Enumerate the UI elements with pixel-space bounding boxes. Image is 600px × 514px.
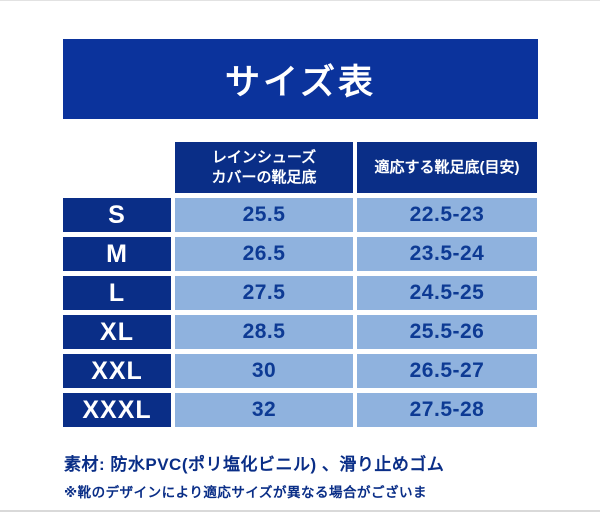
- row-size-label: XXL: [63, 354, 171, 388]
- row-cover-sole-value: 26.5: [175, 237, 353, 271]
- column-header-fit-range-label: 適応する靴足底(目安): [374, 158, 520, 176]
- row-fit-range-value: 23.5-24: [357, 237, 537, 271]
- row-cover-sole-value: 32: [175, 393, 353, 427]
- column-header-cover-sole-line1: レインシューズ: [211, 149, 317, 166]
- title-banner: サイズ表: [63, 39, 538, 119]
- row-cover-sole-value: 25.5: [175, 198, 353, 232]
- row-fit-range-value: 27.5-28: [357, 393, 537, 427]
- row-size-label: S: [63, 198, 171, 232]
- size-disclaimer-text: ※靴のデザインにより適応サイズが異なる場合がございま: [64, 485, 427, 500]
- row-cover-sole-value: 28.5: [175, 315, 353, 349]
- size-table: レインシューズ カバーの靴足底 適応する靴足底(目安) S 25.5 22.5-…: [63, 142, 537, 427]
- row-size-label: M: [63, 237, 171, 271]
- row-size-label: L: [63, 276, 171, 310]
- column-header-fit-range: 適応する靴足底(目安): [357, 142, 537, 193]
- row-fit-range-value: 22.5-23: [357, 198, 537, 232]
- row-fit-range-value: 25.5-26: [357, 315, 537, 349]
- top-divider: [0, 0, 600, 1]
- page-title: サイズ表: [225, 62, 376, 102]
- row-size-label: XL: [63, 315, 171, 349]
- table-corner-spacer: [63, 142, 171, 193]
- row-size-label: XXXL: [63, 393, 171, 427]
- row-cover-sole-value: 30: [175, 354, 353, 388]
- column-header-cover-sole: レインシューズ カバーの靴足底: [175, 142, 353, 193]
- row-cover-sole-value: 27.5: [175, 276, 353, 310]
- material-info-text: 素材: 防水PVC(ポリ塩化ビニル) 、滑り止めゴム: [64, 455, 445, 474]
- column-header-cover-sole-line2: カバーの靴足底: [211, 168, 317, 186]
- row-fit-range-value: 26.5-27: [357, 354, 537, 388]
- bottom-divider: [0, 510, 600, 512]
- row-fit-range-value: 24.5-25: [357, 276, 537, 310]
- footer-notes: 素材: 防水PVC(ポリ塩化ビニル) 、滑り止めゴム ※靴のデザインにより適応サ…: [64, 450, 444, 501]
